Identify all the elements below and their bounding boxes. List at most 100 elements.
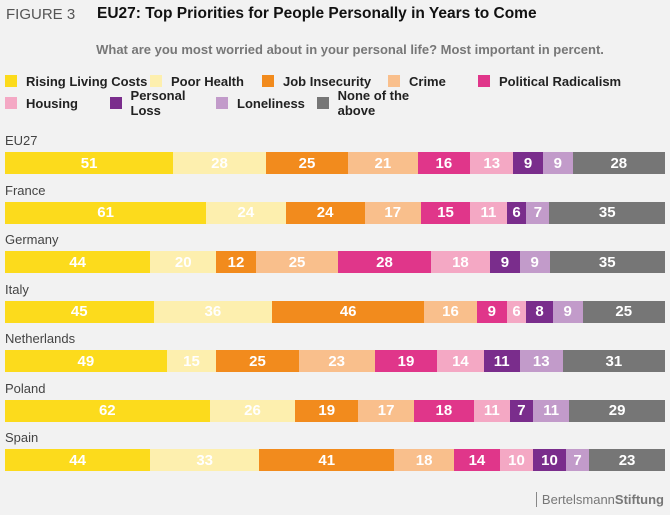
bar-row: 61 24 24 17 15 11 6 7 35 [5,201,665,224]
category-label: Poland [5,380,46,396]
legend-swatch [388,75,400,87]
bar-segment: 61 [5,201,207,224]
bar-segment: 25 [582,300,665,323]
bar-segment: 11 [483,350,520,372]
bar-segment: 62 [5,399,210,422]
chart-subtitle: What are you most worried about in your … [96,42,604,57]
bar-segment: 29 [569,399,665,422]
bar-segment: 24 [285,201,365,224]
bar-row: 44 33 41 18 14 10 10 7 23 [5,449,666,471]
bar-segment: 15 [166,350,217,372]
bar-segment: 6 [506,300,527,323]
bar-segment: 23 [589,449,666,471]
bar-row: 44 20 12 25 28 18 9 9 35 [5,251,666,273]
bar-segment: 19 [374,350,438,372]
legend-label: Poor Health [171,73,244,89]
bar-segment: 17 [358,399,415,422]
bar-segment: 11 [470,201,507,224]
bar-segment: 15 [420,201,471,224]
bar-segment: 49 [5,350,167,372]
legend-label: Political Radicalism [499,73,622,89]
legend-row: Rising Living Costs Poor Health Job Insecu… [5,70,645,92]
legend-swatch [317,97,329,109]
legend-label: None of the above [337,88,410,118]
bar-segment: 28 [173,152,266,174]
legend-item: Personal Loss [110,88,216,118]
bar-row: 49 15 25 23 19 14 11 13 31 [5,350,666,372]
bar-segment: 12 [216,251,256,273]
bar-segment: 25 [265,152,349,174]
legend-item: Political Radicalism [478,74,628,89]
bar-row: 51 28 25 21 16 13 9 9 28 [5,152,666,174]
legend-item: Poor Health [150,74,262,89]
bar-segment: 10 [500,449,534,471]
bar-segment: 20 [150,251,217,273]
bar-segment: 31 [562,350,666,372]
bar-segment: 7 [509,399,533,422]
bar-segment: 7 [526,201,550,224]
bar-segment: 19 [295,399,359,422]
bar-segment: 28 [338,251,431,273]
bar-segment: 35 [549,201,665,224]
legend-swatch [5,97,17,109]
bar-segment: 18 [394,449,454,471]
bar-segment: 7 [566,449,590,471]
legend-swatch [5,75,17,87]
legend-swatch [262,75,274,87]
bar-segment: 14 [437,350,484,372]
legend-item: None of the above [317,88,447,118]
bar-segment: 9 [490,251,520,273]
bar-segment: 25 [255,251,339,273]
legend-label: Loneliness [237,95,305,111]
bar-segment: 9 [476,300,507,323]
bar-segment: 51 [5,152,174,174]
category-label: Germany [5,232,59,247]
legend-label: Housing [26,95,78,111]
legend-swatch [478,75,490,87]
legend-label: Rising Living Costs [26,73,148,89]
bar-segment: 35 [549,251,666,273]
bar-segment: 13 [470,152,514,174]
bar-segment: 8 [526,300,553,323]
bar-segment: 28 [572,152,666,174]
figure-label: FIGURE 3 [6,6,76,23]
bar-segment: 14 [453,449,501,471]
legend-item: Job Insecurity [262,74,388,89]
category-label: EU27 [5,133,38,148]
bar-segment: 11 [473,399,510,422]
bar-segment: 13 [519,350,563,372]
bar-segment: 11 [532,399,570,422]
category-label: Netherlands [5,331,76,346]
legend-row: Housing Personal Loss Loneliness None of th… [5,88,645,118]
bar-segment: 36 [153,300,273,323]
legend-swatch [216,97,228,109]
bar-segment: 16 [424,300,477,323]
legend-label: Crime [409,73,446,89]
legend-item: Loneliness [216,96,317,111]
legend-swatch [150,75,162,87]
category-label: Spain [5,430,39,445]
legend-item: Crime [388,74,478,89]
bar-segment: 18 [414,399,474,422]
legend-swatch [110,97,122,109]
bar-segment: 9 [552,300,583,323]
category-label: France [5,182,46,198]
bar-segment: 41 [259,449,395,471]
bar-segment: 9 [519,251,550,273]
legend-item: Rising Living Costs [5,74,150,89]
bar-segment: 33 [150,449,260,471]
bar-segment: 21 [348,152,418,174]
bar-segment: 45 [5,300,154,323]
bar-segment: 26 [209,399,296,422]
bar-segment: 44 [5,449,151,471]
brand-logo: BertelsmannStiftung [535,492,664,507]
bar-segment: 6 [506,201,527,224]
bar-segment: 18 [430,251,491,273]
bar-segment: 17 [364,201,421,224]
legend-label: Job Insecurity [283,73,372,89]
bar-segment: 24 [206,201,286,224]
legend-label: Personal Loss [130,88,186,118]
bar-segment: 9 [542,152,573,174]
bar-segment: 44 [5,251,151,273]
brand-part1: Bertelsmann [541,492,615,507]
